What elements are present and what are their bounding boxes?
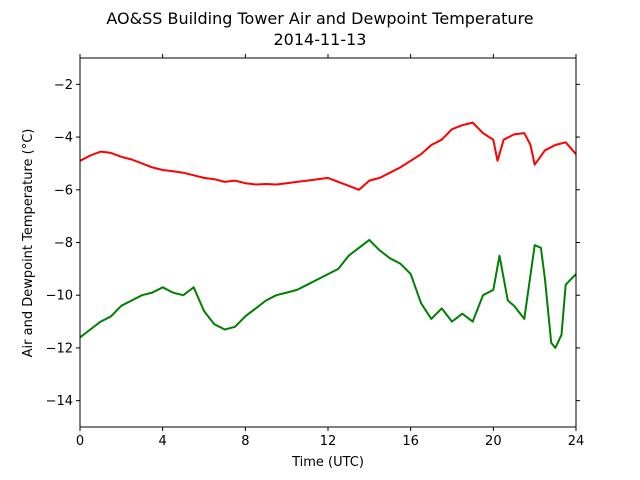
x-tick-label: 8 bbox=[241, 434, 249, 449]
x-tick-label: 16 bbox=[402, 434, 419, 449]
chart-title: AO&SS Building Tower Air and Dewpoint Te… bbox=[106, 9, 533, 28]
plot-frame bbox=[79, 57, 577, 428]
y-axis-ticks: −14 −12 −10 −8 −6 −4 −2 bbox=[46, 78, 580, 409]
plot-series bbox=[79, 121, 577, 349]
x-tick-label: 20 bbox=[485, 434, 502, 449]
y-tick-label: −10 bbox=[46, 289, 73, 304]
x-tick-label: 24 bbox=[568, 434, 585, 449]
y-tick-label: −4 bbox=[54, 131, 73, 146]
y-tick-label: −6 bbox=[54, 183, 73, 198]
y-tick-label: −14 bbox=[46, 394, 73, 409]
x-tick-label: 12 bbox=[320, 434, 337, 449]
y-axis-label: Air and Dewpoint Temperature (°C) bbox=[21, 129, 36, 358]
x-axis-label: Time (UTC) bbox=[291, 455, 364, 470]
y-tick-label: −2 bbox=[54, 78, 73, 93]
series-line-1 bbox=[79, 121, 577, 191]
x-tick-label: 4 bbox=[159, 434, 167, 449]
x-axis-ticks: 0 4 8 12 16 20 24 bbox=[76, 54, 584, 449]
chart-subtitle: 2014-11-13 bbox=[274, 30, 367, 49]
series-line-2 bbox=[79, 238, 577, 349]
x-tick-label: 0 bbox=[76, 434, 84, 449]
y-tick-label: −12 bbox=[46, 341, 73, 356]
y-tick-label: −8 bbox=[54, 236, 73, 251]
